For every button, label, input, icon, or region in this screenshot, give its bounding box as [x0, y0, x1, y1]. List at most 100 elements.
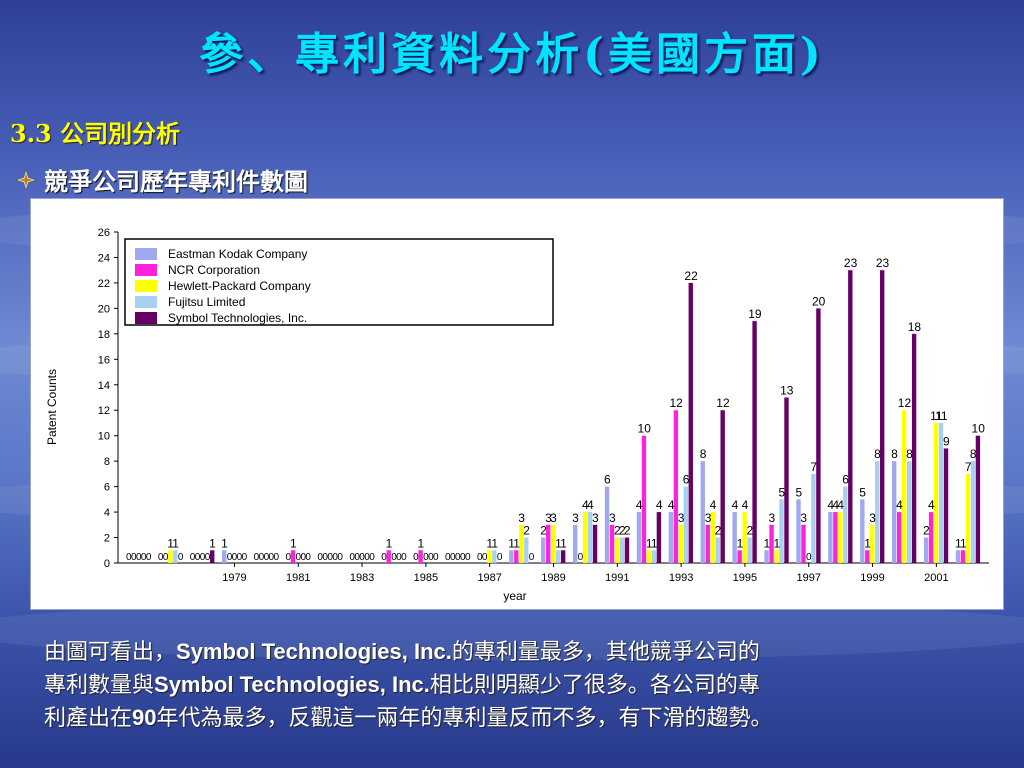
bar-value-label: 22 — [684, 269, 698, 283]
bar-value-label: 0 — [131, 552, 137, 563]
bar — [668, 512, 674, 563]
bar-value-label: 0 — [232, 552, 238, 563]
bar — [519, 524, 524, 563]
bar — [796, 499, 801, 563]
bar-value-label: 20 — [812, 294, 826, 308]
bar-value-label: 5 — [795, 485, 802, 499]
caption-company-name: Symbol Technologies, Inc. — [154, 672, 430, 697]
bar-value-label: 1 — [491, 536, 498, 550]
bar-value-label: 0 — [349, 552, 355, 563]
caption-decade: 90 — [132, 705, 157, 730]
bar-value-label: 0 — [455, 552, 461, 563]
bar — [651, 550, 657, 563]
bar-value-label: 0 — [450, 552, 456, 563]
y-tick-label: 2 — [104, 533, 110, 545]
bar-value-label: 0 — [190, 552, 196, 563]
bar — [975, 435, 981, 563]
bar-value-label: 0 — [205, 552, 211, 563]
bar-value-label: 0 — [381, 552, 387, 563]
bar-value-label: 12 — [716, 396, 730, 410]
bar-value-label: 13 — [780, 384, 794, 398]
bar-value-label: 7 — [965, 460, 972, 474]
bar-value-label: 0 — [158, 552, 164, 563]
bar — [609, 524, 615, 563]
bar — [870, 524, 875, 563]
x-tick-label: 1979 — [222, 572, 246, 584]
bullet-text: 競爭公司歷年專利件數圖 — [44, 167, 308, 196]
bar-value-label: 1 — [773, 536, 780, 550]
chart-bars — [168, 270, 981, 563]
bar — [720, 410, 725, 563]
bar — [710, 512, 715, 563]
bar — [938, 422, 944, 563]
bar-value-label: 0 — [264, 552, 270, 563]
bar — [555, 550, 561, 563]
slide-title: 參、專利資料分析(美國方面) — [199, 29, 825, 80]
x-tick-label: 1985 — [414, 572, 438, 584]
bar — [546, 524, 551, 563]
bar-value-label: 6 — [842, 473, 849, 487]
bar — [700, 461, 705, 563]
bar — [892, 461, 897, 563]
chart-panel: 0 2 4 6 8 10 12 14 16 18 20 22 24 26 1979 1981 1983 1985 1… — [30, 198, 1004, 610]
bar-value-label: 1 — [960, 536, 967, 550]
bar — [943, 448, 949, 563]
bar-value-label: 0 — [396, 552, 402, 563]
bar — [742, 512, 747, 563]
caption-text: 由圖可看出， — [44, 640, 177, 665]
y-tick-label: 10 — [98, 431, 110, 443]
y-tick-label: 0 — [104, 558, 110, 570]
bar — [688, 282, 693, 563]
caption-line: 利產出在90年代為最多，反觀這一兩年的專利量反而不多，有下滑的趨勢。 — [44, 702, 1004, 735]
bar-value-label: 0 — [423, 552, 429, 563]
bar — [715, 537, 720, 563]
y-tick-label: 16 — [98, 354, 110, 366]
bar-value-label: 18 — [908, 320, 922, 334]
bar-value-label: 10 — [972, 422, 986, 436]
bar — [901, 410, 907, 563]
bar-value-label: 0 — [269, 552, 275, 563]
bar — [290, 550, 296, 563]
bar-value-label: 3 — [869, 511, 876, 525]
caption-paragraph: 由圖可看出，Symbol Technologies, Inc.的專利量最多，其他… — [44, 636, 1004, 735]
bar — [860, 499, 865, 563]
sparkle-bullet-icon — [16, 169, 36, 190]
bar-value-label: 4 — [742, 498, 749, 512]
bar-value-label: 0 — [460, 552, 466, 563]
bar-value-label: 1 — [513, 536, 520, 550]
bar-value-label: 0 — [332, 552, 338, 563]
bar-value-label: 0 — [295, 552, 301, 563]
bar-value-label: 4 — [928, 498, 935, 512]
bar — [168, 550, 173, 563]
bar-value-label: 3 — [572, 511, 579, 525]
bar-value-label: 0 — [578, 552, 584, 563]
legend-swatch — [135, 296, 157, 308]
bar — [896, 512, 902, 563]
bar — [928, 512, 934, 563]
bar — [811, 473, 816, 563]
bar-value-label: 1 — [764, 536, 771, 550]
legend-swatch — [135, 264, 157, 276]
bullet-item: 競爭公司歷年專利件數圖 — [16, 162, 308, 197]
x-tick-label: 2001 — [924, 572, 948, 584]
bar — [514, 550, 519, 563]
bar — [624, 537, 630, 563]
bar — [524, 537, 529, 563]
bar — [656, 512, 662, 563]
bar-value-label: 10 — [638, 422, 652, 436]
bar — [880, 270, 885, 563]
bar-value-label: 0 — [274, 552, 280, 563]
bar-value-label: 2 — [747, 524, 754, 538]
bar-value-label: 1 — [560, 536, 567, 550]
background-wave — [0, 600, 1024, 660]
chart-legend: Eastman Kodak Company NCR Corporation Hewl… — [124, 238, 554, 326]
bar — [965, 473, 971, 563]
bar-value-label: 0 — [497, 552, 503, 563]
bar — [572, 524, 578, 563]
bar-value-label: 2 — [523, 524, 530, 538]
bar-value-label: 0 — [477, 552, 483, 563]
bar-value-label: 0 — [227, 552, 233, 563]
bar-value-label: 0 — [327, 552, 333, 563]
